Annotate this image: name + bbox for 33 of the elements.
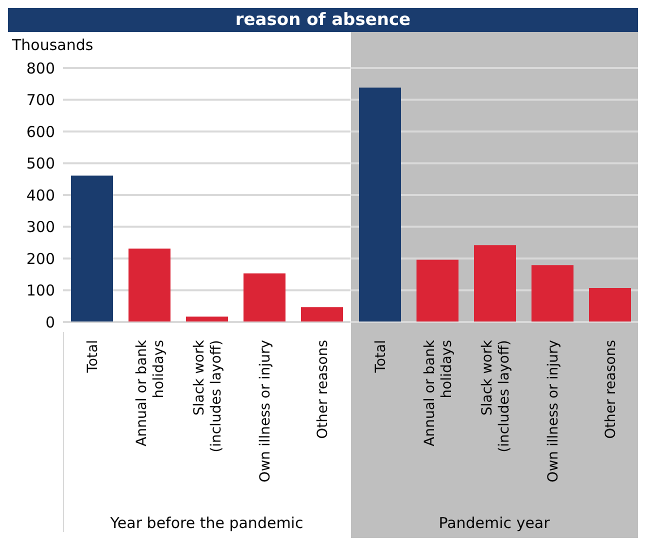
y-tick-label: 500 bbox=[26, 154, 55, 173]
bar bbox=[301, 307, 343, 322]
y-tick-label: 600 bbox=[26, 122, 55, 141]
chart-title: reason of absence bbox=[8, 8, 638, 32]
bar bbox=[474, 245, 516, 322]
x-axis-title: Year before the pandemic bbox=[109, 514, 304, 532]
x-tick-label: Other reasons bbox=[314, 340, 331, 439]
bar bbox=[531, 265, 573, 322]
x-axis-title: Pandemic year bbox=[438, 514, 551, 532]
y-tick-label: 400 bbox=[26, 186, 55, 204]
bar bbox=[416, 260, 458, 322]
bar bbox=[128, 248, 170, 322]
x-tick-label: Total bbox=[84, 340, 101, 374]
x-tick-label: Annual or bank holidays bbox=[421, 339, 454, 446]
bar bbox=[186, 316, 228, 322]
bar bbox=[244, 273, 286, 322]
x-tick-label: Other reasons bbox=[602, 340, 618, 439]
y-tick-label: 700 bbox=[26, 91, 55, 110]
bar bbox=[588, 288, 630, 322]
x-tick-label: Slack work (includes layoff) bbox=[191, 339, 224, 452]
y-tick-label: 800 bbox=[26, 59, 55, 78]
y-tick-label: 300 bbox=[26, 218, 55, 236]
x-tick-label: Own illness or injury bbox=[257, 340, 274, 482]
bar bbox=[358, 88, 400, 322]
y-axis-title: Thousands bbox=[12, 36, 94, 54]
bar bbox=[71, 176, 113, 322]
y-tick-label: 0 bbox=[45, 313, 55, 332]
x-tick-label: Own illness or injury bbox=[544, 340, 561, 482]
x-tick-label: Slack work (includes layoff) bbox=[478, 339, 512, 452]
x-tick-label: Total bbox=[372, 340, 388, 374]
y-tick-label: 200 bbox=[26, 250, 55, 268]
y-tick-label: 100 bbox=[26, 282, 55, 300]
x-tick-label: Annual or bank holidays bbox=[134, 339, 167, 446]
